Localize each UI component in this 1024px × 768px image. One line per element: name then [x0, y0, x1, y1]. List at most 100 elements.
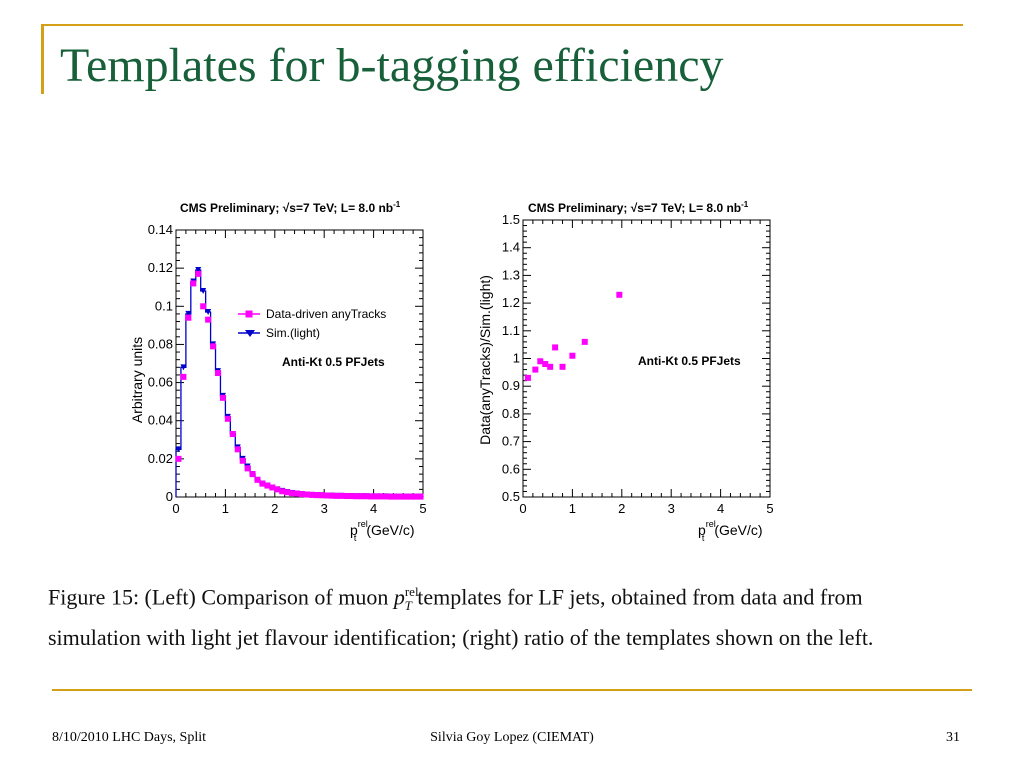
caption-symbol: p [393, 584, 405, 610]
caption-text-end: templates for LF jets, obtained from dat… [48, 584, 874, 650]
right-chart: CMS Preliminary; √s=7 TeV; L= 8.0 nb-1 D… [477, 200, 774, 543]
x-axis-label-sup: rel [706, 519, 716, 529]
y-tick-label: 1.3 [502, 267, 520, 282]
y-tick-label: 0.9 [502, 378, 520, 393]
x-tick-label: 4 [717, 501, 724, 516]
sim-point [185, 310, 192, 317]
data-point [412, 493, 419, 500]
data-point [353, 493, 360, 500]
plot-area: 0 1 2 3 4 5 0 0.02 0.04 0.06 0.08 0.1 0.12 0.14 [148, 222, 427, 516]
data-point [214, 370, 221, 377]
data-point [373, 493, 380, 500]
y-tick-label: 0.06 [148, 375, 173, 390]
data-point [269, 484, 276, 491]
data-point [259, 480, 266, 487]
footer-rule [52, 689, 972, 691]
sim-point [200, 288, 207, 295]
y-axis-label: Arbitrary units [129, 337, 145, 423]
ratio-point [524, 374, 531, 381]
data-point [387, 493, 394, 500]
legend-marker-sim [245, 330, 255, 337]
x-tick-label: 2 [271, 501, 278, 516]
slide-number: 31 [946, 730, 960, 745]
data-point [180, 373, 187, 380]
y-tick-label: 0.7 [502, 434, 520, 449]
chart-header-text: CMS Preliminary; √s=7 TeV; L= 8.0 nb [528, 201, 741, 215]
y-tick-label: 0.02 [148, 451, 173, 466]
data-point [264, 482, 271, 489]
sim-point [205, 309, 212, 316]
data-point [363, 493, 370, 500]
data-point [195, 270, 202, 277]
caption-symbol-sub: T [404, 597, 412, 613]
data-point [368, 493, 375, 500]
data-point [378, 493, 385, 500]
chart-annotation: Anti-Kt 0.5 PFJets [638, 354, 741, 368]
ratio-point [532, 366, 539, 373]
data-point [308, 491, 315, 498]
y-tick-label: 0.12 [148, 260, 173, 275]
data-point [348, 493, 355, 500]
ratio-point [569, 352, 576, 359]
slide-title: Templates for b-tagging efficiency [60, 39, 724, 92]
data-point [229, 431, 236, 438]
x-tick-label: 1 [569, 501, 576, 516]
data-point [239, 457, 246, 464]
y-tick-label: 1.4 [502, 240, 520, 255]
x-tick-label: 1 [222, 501, 229, 516]
data-point [289, 490, 296, 497]
x-tick-label: 0 [519, 501, 526, 516]
data-point [407, 493, 414, 500]
footer-date-event: 8/10/2010 LHC Days, Split [52, 730, 207, 745]
chart-legend: Data-driven anyTracks Sim.(light) [238, 307, 386, 340]
y-tick-label: 0.8 [502, 406, 520, 421]
data-point [417, 493, 424, 500]
ratio-point [547, 363, 554, 370]
sim-point [180, 364, 187, 371]
legend-marker-data [245, 310, 253, 318]
x-tick-label: 3 [668, 501, 675, 516]
data-point [190, 280, 197, 287]
series-sim-light [175, 269, 424, 498]
x-axis-label-sub: t [702, 533, 705, 543]
data-point [397, 493, 404, 500]
left-frame-rule [41, 24, 44, 94]
data-point [274, 486, 281, 493]
x-tick-label: 2 [618, 501, 625, 516]
data-point [205, 316, 212, 323]
chart-header-text: CMS Preliminary; √s=7 TeV; L= 8.0 nb [180, 201, 393, 215]
chart-header-sup: -1 [393, 200, 401, 209]
data-point [175, 455, 182, 462]
x-axis-label: prel t (GeV/c) [350, 519, 415, 543]
data-point [279, 488, 286, 495]
data-point [224, 415, 231, 422]
figure-caption: Figure 15: (Left) Comparison of muon pre… [48, 576, 948, 654]
data-point [303, 491, 310, 498]
data-point [284, 489, 291, 496]
data-point [313, 492, 320, 499]
x-tick-label: 5 [419, 501, 426, 516]
caption-symbol-sup: rel [404, 584, 419, 599]
footer-author: Silvia Goy Lopez (CIEMAT) [430, 730, 594, 745]
x-tick-label: 4 [370, 501, 377, 516]
y-tick-label: 0.04 [148, 413, 173, 428]
legend-label-data: Data-driven anyTracks [266, 307, 386, 321]
data-point [200, 303, 207, 310]
sim-point [175, 446, 182, 453]
data-point [254, 476, 261, 483]
y-tick-label: 0.6 [502, 461, 520, 476]
data-point [323, 492, 330, 499]
data-point [210, 343, 217, 350]
ratio-point [537, 358, 544, 365]
data-point [318, 492, 325, 499]
y-tick-label: 0.08 [148, 336, 173, 351]
y-tick-label: 1.5 [502, 212, 520, 227]
data-point [249, 471, 256, 478]
y-tick-label: 1.1 [502, 323, 520, 338]
ratio-point [581, 338, 588, 345]
data-point [382, 493, 389, 500]
chart-header-sup: -1 [741, 200, 749, 209]
y-tick-label: 0.5 [502, 489, 520, 504]
ratio-point [542, 361, 549, 368]
data-point [402, 493, 409, 500]
